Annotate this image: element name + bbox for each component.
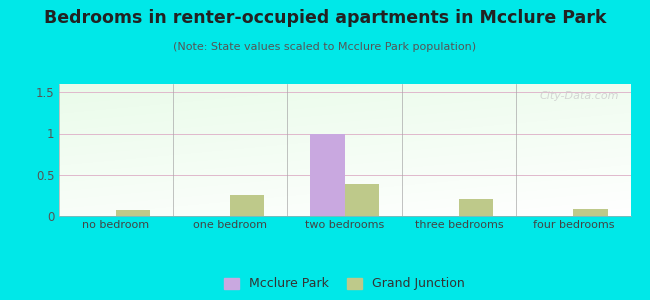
Text: (Note: State values scaled to Mcclure Park population): (Note: State values scaled to Mcclure Pa… (174, 42, 476, 52)
Bar (344, 184, 379, 216)
Legend: Mcclure Park, Grand Junction: Mcclure Park, Grand Junction (219, 272, 470, 296)
Bar (230, 195, 265, 216)
Bar (459, 199, 493, 216)
Text: Bedrooms in renter-occupied apartments in Mcclure Park: Bedrooms in renter-occupied apartments i… (44, 9, 606, 27)
Text: City-Data.com: City-Data.com (540, 91, 619, 100)
Bar (116, 210, 150, 216)
Bar (310, 134, 345, 216)
Bar (573, 208, 608, 216)
